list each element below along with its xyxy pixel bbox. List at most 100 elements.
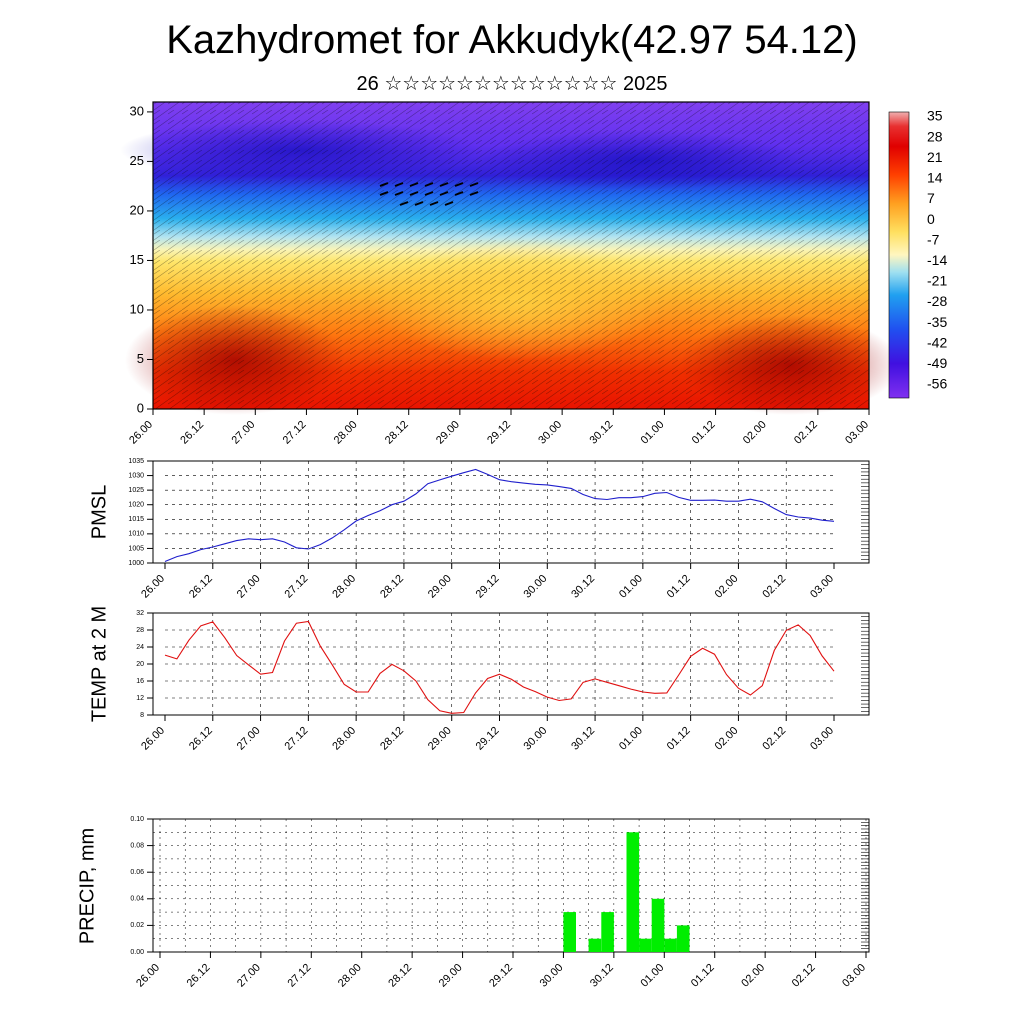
field-x-tick-label: 30.00 bbox=[536, 419, 564, 447]
precip-x-tick-label: 03.00 bbox=[840, 962, 868, 990]
pmsl-x-tick-label: 26.12 bbox=[187, 573, 215, 601]
precip-bar bbox=[563, 912, 576, 952]
pmsl-x-tick-label: 30.00 bbox=[521, 573, 549, 601]
colorbar-scale bbox=[888, 111, 910, 399]
temp-x-tick-label: 01.00 bbox=[617, 725, 645, 753]
pmsl-y-tick-label: 1020 bbox=[128, 502, 144, 509]
field-y-tick-label: 5 bbox=[137, 351, 144, 366]
pmsl-y-tick-label: 1025 bbox=[128, 487, 144, 494]
temp-x-tick-label: 26.12 bbox=[187, 725, 215, 753]
temp-y-tick-label: 24 bbox=[136, 644, 144, 651]
precip-x-tick-label: 02.00 bbox=[739, 962, 767, 990]
pmsl-x-tick-label: 27.00 bbox=[235, 573, 263, 601]
precip-bar bbox=[588, 938, 602, 952]
temp-x-tick-label: 30.12 bbox=[569, 725, 597, 753]
field-y-tick-label: 0 bbox=[137, 400, 144, 415]
precip-bar bbox=[639, 938, 652, 952]
temp-x-tick-label: 02.12 bbox=[760, 725, 788, 753]
temp-y-tick-label: 12 bbox=[136, 695, 144, 702]
precip-x-tick-label: 01.00 bbox=[638, 962, 666, 990]
precip-bars bbox=[563, 832, 690, 952]
precip-y-tick-label: 0.02 bbox=[130, 922, 144, 929]
temp-x-axis: 26.00 26.12 27.00 27.12 28.00 28.12 29.00 29.12… bbox=[139, 715, 836, 753]
precip-y-tick-label: 0.06 bbox=[130, 869, 144, 876]
field-y-tick-label: 30 bbox=[130, 103, 144, 118]
precip-bar bbox=[651, 898, 665, 952]
precip-y-tick-label: 0.00 bbox=[130, 949, 144, 956]
pmsl-y-axis: 1000 1005 1010 1015 1020 1025 1030 1035 bbox=[128, 458, 153, 567]
temp-line bbox=[164, 620, 835, 714]
field-x-tick-label: 29.12 bbox=[485, 419, 513, 447]
field-y-tick-label: 15 bbox=[130, 252, 144, 267]
colorbar-label: -7 bbox=[927, 231, 940, 247]
pmsl-x-tick-label: 02.00 bbox=[713, 573, 741, 601]
pmsl-x-tick-label: 03.00 bbox=[808, 573, 836, 601]
field-x-tick-label: 27.12 bbox=[281, 419, 309, 447]
field-x-tick-label: 26.00 bbox=[127, 419, 155, 447]
precip-x-tick-label: 26.12 bbox=[185, 962, 213, 990]
colorbar-label: -49 bbox=[927, 355, 947, 371]
colorbar: 35 28 21 14 7 0 -7 -14 -21 -28 -35 -42 -49 -56 bbox=[888, 108, 947, 399]
colorbar-label: -28 bbox=[927, 293, 947, 309]
temp-x-tick-label: 28.00 bbox=[330, 725, 358, 753]
precip-x-tick-label: 27.00 bbox=[235, 962, 263, 990]
precip-y-tick-label: 0.10 bbox=[130, 816, 144, 823]
temp-x-tick-label: 28.12 bbox=[378, 725, 406, 753]
temp-x-tick-label: 03.00 bbox=[808, 725, 836, 753]
precip-y-tick-label: 0.08 bbox=[130, 842, 144, 849]
pmsl-x-tick-label: 29.12 bbox=[474, 573, 502, 601]
precip-x-tick-label: 30.12 bbox=[588, 962, 616, 990]
pmsl-y-tick-label: 1015 bbox=[128, 516, 144, 523]
temp-y-tick-label: 8 bbox=[140, 712, 144, 719]
temp-axis-label: TEMP at 2 M bbox=[88, 606, 110, 722]
precip-x-tick-label: 28.12 bbox=[386, 962, 414, 990]
precip-frame bbox=[152, 818, 870, 953]
chart-title: Kazhydromet for Akkudyk(42.97 54.12) bbox=[166, 18, 858, 62]
colorbar-label: -35 bbox=[927, 314, 947, 330]
field-x-tick-label: 03.00 bbox=[843, 419, 871, 447]
pmsl-x-tick-label: 29.00 bbox=[426, 573, 454, 601]
field-y-tick-label: 20 bbox=[130, 202, 144, 217]
colorbar-label: 7 bbox=[927, 190, 935, 206]
precip-y-axis: 0.00 0.02 0.04 0.06 0.08 0.10 bbox=[130, 816, 153, 956]
temp-y-tick-label: 32 bbox=[136, 610, 144, 617]
pmsl-y-tick-label: 1005 bbox=[128, 545, 144, 552]
pmsl-x-tick-label: 28.12 bbox=[378, 573, 406, 601]
pmsl-x-tick-label: 27.12 bbox=[283, 573, 311, 601]
temp-x-tick-label: 02.00 bbox=[713, 725, 741, 753]
pmsl-x-axis: 26.00 26.12 27.00 27.12 28.00 28.12 29.00 29.12… bbox=[139, 563, 836, 601]
precip-panel: 0.00 0.02 0.04 0.06 0.08 0.10 26.00 26.12 27.00… bbox=[76, 816, 870, 990]
temp-x-tick-label: 29.00 bbox=[426, 725, 454, 753]
field-x-tick-label: 30.12 bbox=[587, 419, 615, 447]
temp-y-tick-label: 16 bbox=[136, 678, 144, 685]
precip-bar bbox=[601, 912, 614, 952]
field-x-tick-label: 26.12 bbox=[178, 419, 206, 447]
field-panel: 0 5 10 15 20 25 30 26.00 26.12 27.00 27.12 28.00 28… bbox=[120, 101, 900, 447]
pmsl-x-tick-label: 26.00 bbox=[139, 573, 167, 601]
precip-x-tick-label: 27.12 bbox=[285, 962, 313, 990]
precip-x-tick-label: 30.00 bbox=[538, 962, 566, 990]
field-x-tick-label: 28.00 bbox=[332, 419, 360, 447]
pmsl-grid bbox=[165, 460, 869, 564]
precip-x-tick-label: 29.12 bbox=[487, 962, 515, 990]
pmsl-x-tick-label: 02.12 bbox=[760, 573, 788, 601]
temp-series bbox=[164, 620, 835, 714]
colorbar-label: 0 bbox=[927, 211, 935, 227]
temp-y-tick-label: 28 bbox=[136, 627, 144, 634]
colorbar-label: -56 bbox=[927, 376, 947, 392]
field-y-tick-label: 10 bbox=[130, 301, 144, 316]
precip-grid bbox=[153, 818, 869, 953]
precip-x-tick-label: 29.00 bbox=[437, 962, 465, 990]
temp-y-axis: 8 12 16 20 24 28 32 bbox=[136, 610, 153, 719]
precip-x-axis: 26.00 26.12 27.00 27.12 28.00 28.12 29.00 29.12… bbox=[134, 952, 868, 990]
temp-x-tick-label: 01.12 bbox=[665, 725, 693, 753]
pmsl-x-tick-label: 30.12 bbox=[569, 573, 597, 601]
precip-x-tick-label: 02.12 bbox=[790, 962, 818, 990]
precip-x-tick-label: 26.00 bbox=[134, 962, 162, 990]
precip-bar bbox=[626, 832, 640, 952]
wind-barb-cluster bbox=[379, 182, 479, 206]
precip-axis-label: PRECIP, mm bbox=[76, 828, 98, 944]
pmsl-line bbox=[164, 468, 835, 563]
colorbar-label: 35 bbox=[927, 108, 943, 124]
